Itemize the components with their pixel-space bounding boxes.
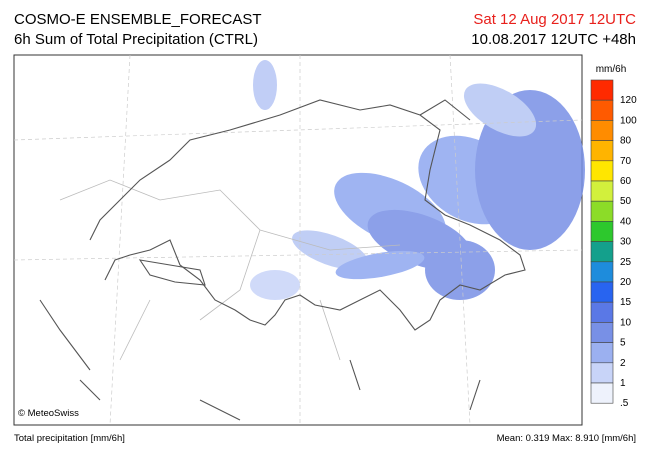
legend-label: 120 — [620, 95, 637, 106]
legend-swatch — [590, 322, 614, 343]
legend-swatch — [590, 281, 614, 303]
legend-swatch — [590, 241, 614, 263]
legend-label: 50 — [620, 196, 632, 207]
legend-label: 100 — [620, 115, 637, 126]
legend-swatch — [590, 160, 614, 182]
run-time: 10.08.2017 12UTC +48h — [471, 31, 636, 48]
legend-label: .5 — [620, 398, 629, 409]
valid-time: Sat 12 Aug 2017 12UTC — [473, 11, 636, 28]
footer-stats: Mean: 0.319 Max: 8.910 [mm/6h] — [497, 433, 636, 444]
precip-areas — [250, 60, 585, 300]
legend-swatch — [590, 99, 614, 121]
legend-label: 25 — [620, 257, 632, 268]
legend-swatch — [590, 301, 614, 323]
legend-label: 1 — [620, 378, 626, 389]
legend-swatch — [590, 140, 614, 162]
subtitle: 6h Sum of Total Precipitation (CTRL) — [14, 31, 258, 48]
legend-label: 30 — [620, 237, 632, 248]
legend-swatch — [590, 120, 614, 141]
legend-swatch — [590, 200, 614, 222]
legend-swatch — [590, 221, 614, 242]
legend-label: 60 — [620, 176, 632, 187]
legend-unit: mm/6h — [596, 64, 627, 75]
legend-swatch — [590, 382, 614, 404]
legend-swatch — [590, 79, 614, 101]
legend-label: 10 — [620, 317, 632, 328]
legend-swatch — [590, 180, 614, 202]
legend-label: 15 — [620, 297, 632, 308]
credit: © MeteoSwiss — [18, 408, 79, 419]
footer-label: Total precipitation [mm/6h] — [14, 433, 125, 444]
legend-label: 80 — [620, 136, 632, 147]
legend-label: 20 — [620, 277, 632, 288]
map: © MeteoSwiss — [13, 54, 585, 426]
legend-swatch — [590, 261, 614, 283]
legend-label: 70 — [620, 156, 632, 167]
title: COSMO-E ENSEMBLE_FORECAST — [14, 11, 262, 28]
legend-swatch — [590, 342, 614, 364]
legend-label: 2 — [620, 358, 626, 369]
legend-label: 5 — [620, 338, 626, 349]
legend-label: 40 — [620, 216, 632, 227]
legend: 120 100 80 70 60 50 40 30 25 20 15 10 5 2 1 .5 — [590, 79, 637, 409]
legend-swatch — [590, 362, 614, 384]
